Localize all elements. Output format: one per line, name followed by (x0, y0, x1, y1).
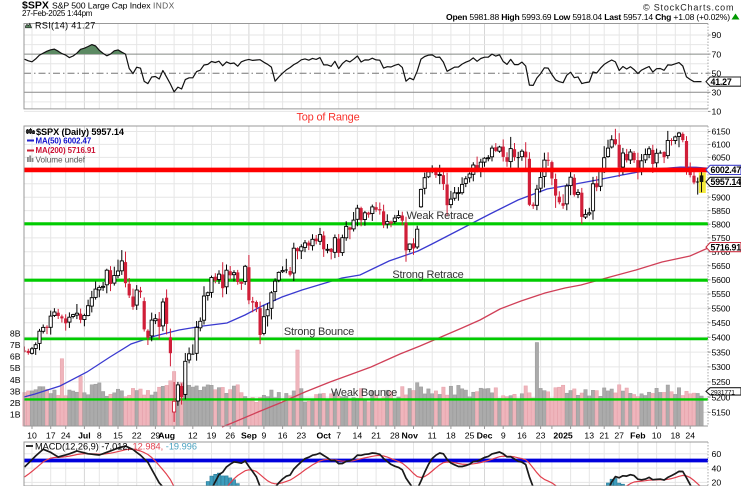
svg-text:10: 10 (712, 107, 722, 117)
svg-text:5650: 5650 (712, 261, 731, 271)
svg-text:Jul: Jul (78, 431, 91, 441)
svg-text:90: 90 (712, 30, 722, 40)
svg-text:30: 30 (712, 88, 722, 98)
svg-text:22: 22 (132, 431, 142, 441)
svg-text:5B: 5B (10, 363, 21, 373)
svg-text:4B: 4B (10, 375, 21, 385)
svg-text:5900: 5900 (712, 192, 731, 202)
svg-text:Aug: Aug (158, 431, 175, 441)
svg-text:Open 5981.88 High 5993.69 Low: Open 5981.88 High 5993.69 Low 5918.04 La… (446, 12, 730, 22)
svg-text:24: 24 (685, 431, 695, 441)
svg-text:23: 23 (536, 431, 546, 441)
svg-text:MA(200) 5716.91: MA(200) 5716.91 (36, 146, 97, 155)
svg-text:5250: 5250 (712, 377, 731, 387)
svg-text:41.27: 41.27 (711, 77, 732, 87)
svg-text:21: 21 (599, 431, 609, 441)
svg-text:9: 9 (261, 431, 266, 441)
svg-text:5600: 5600 (712, 275, 731, 285)
svg-text:RSI(14) 41.27: RSI(14) 41.27 (35, 20, 96, 30)
svg-text:Top of Range: Top of Range (296, 111, 359, 123)
svg-text:8: 8 (97, 431, 102, 441)
svg-text:Weak Bounce: Weak Bounce (331, 387, 397, 399)
svg-text:15: 15 (113, 431, 123, 441)
svg-text:14: 14 (353, 431, 363, 441)
svg-text:7: 7 (336, 431, 341, 441)
svg-text:6B: 6B (10, 352, 21, 362)
svg-text:28: 28 (390, 431, 400, 441)
svg-text:16: 16 (517, 431, 527, 441)
svg-text:5150: 5150 (712, 408, 731, 418)
svg-text:Nov: Nov (402, 431, 419, 441)
svg-text:MACD(12,26,9) -7.012, 12.984,: MACD(12,26,9) -7.012, 12.984, -19.996 (35, 441, 197, 451)
svg-text:1B: 1B (10, 410, 21, 420)
svg-text:24: 24 (61, 431, 71, 441)
svg-text:5550: 5550 (712, 289, 731, 299)
svg-text:7B: 7B (10, 340, 21, 350)
svg-text:27: 27 (614, 431, 624, 441)
svg-text:8B: 8B (10, 328, 21, 338)
svg-text:27-Feb-2025 1:44pm: 27-Feb-2025 1:44pm (22, 9, 93, 18)
svg-text:Volume undef: Volume undef (36, 156, 86, 165)
svg-text:Strong Bounce: Strong Bounce (284, 326, 354, 338)
svg-text:11: 11 (428, 431, 437, 441)
svg-text:10: 10 (27, 431, 37, 441)
svg-text:40: 40 (712, 463, 722, 473)
svg-text:Strong Retrace: Strong Retrace (392, 269, 463, 281)
svg-text:Sep: Sep (241, 431, 257, 441)
svg-text:2B: 2B (10, 398, 21, 408)
svg-text:6100: 6100 (712, 140, 731, 150)
svg-text:5500: 5500 (712, 303, 731, 313)
svg-text:6050: 6050 (712, 153, 731, 163)
svg-text:2931771: 2931771 (711, 390, 736, 397)
svg-text:20: 20 (712, 478, 722, 486)
svg-text:23: 23 (296, 431, 306, 441)
svg-text:10: 10 (652, 431, 662, 441)
svg-text:16: 16 (278, 431, 288, 441)
svg-text:19: 19 (207, 431, 217, 441)
svg-text:5300: 5300 (712, 362, 731, 372)
svg-text:MA(50) 6002.47: MA(50) 6002.47 (36, 137, 92, 146)
svg-text:12: 12 (188, 431, 198, 441)
svg-text:26: 26 (225, 431, 235, 441)
svg-text:Weak Retrace: Weak Retrace (406, 210, 473, 222)
svg-text:5850: 5850 (712, 206, 731, 216)
svg-text:5450: 5450 (712, 318, 731, 328)
svg-text:21: 21 (371, 431, 381, 441)
svg-text:13: 13 (584, 431, 594, 441)
svg-text:Dec: Dec (477, 431, 493, 441)
svg-text:60: 60 (712, 449, 722, 459)
svg-text:17: 17 (46, 431, 56, 441)
svg-text:25: 25 (465, 431, 475, 441)
svg-text:2025: 2025 (553, 431, 572, 441)
svg-text:$SPX (Daily) 5957.14: $SPX (Daily) 5957.14 (36, 127, 125, 137)
svg-text:9: 9 (501, 431, 506, 441)
svg-text:6002.47: 6002.47 (711, 165, 741, 175)
svg-text:3B: 3B (10, 386, 21, 396)
svg-text:5800: 5800 (712, 219, 731, 229)
svg-text:Feb: Feb (630, 431, 645, 441)
svg-text:5957.14: 5957.14 (711, 177, 741, 187)
svg-text:Oct: Oct (316, 431, 331, 441)
svg-text:5350: 5350 (712, 347, 731, 357)
svg-text:5400: 5400 (712, 333, 731, 343)
svg-text:INDX: INDX (153, 1, 175, 11)
svg-text:6150: 6150 (712, 127, 731, 137)
svg-text:18: 18 (670, 431, 680, 441)
svg-text:5716.91: 5716.91 (711, 242, 741, 252)
svg-text:70: 70 (712, 49, 722, 59)
svg-text:18: 18 (446, 431, 456, 441)
